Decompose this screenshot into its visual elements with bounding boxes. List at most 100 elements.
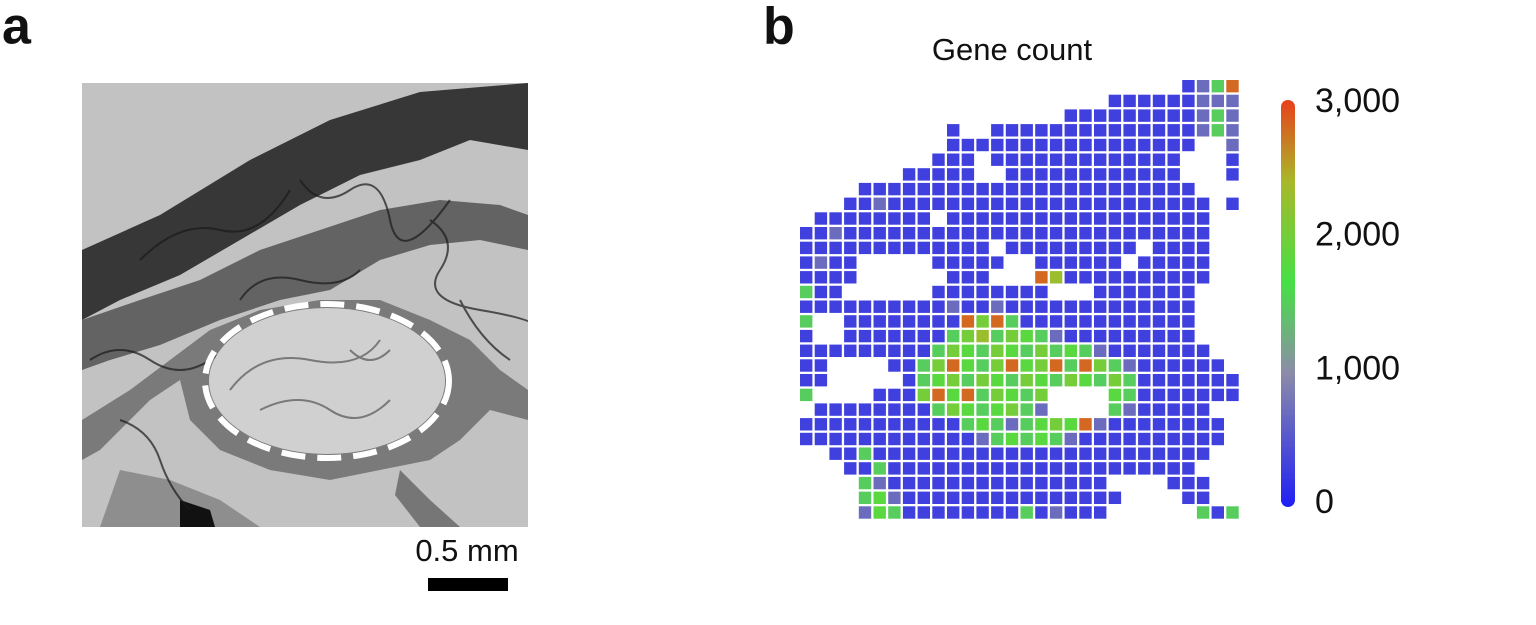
spot [1167,227,1180,240]
spot [917,227,930,240]
spot [800,359,813,372]
spot [961,241,975,255]
spot [1182,256,1195,269]
spot [1094,329,1107,343]
spot [902,182,916,196]
spot [1108,491,1122,504]
spot [844,432,857,446]
spot [932,241,945,255]
spot [888,491,901,504]
spot [917,197,930,210]
spot [1079,109,1092,122]
spot [1182,80,1195,93]
colorbar-tick-label: 2,000 [1315,216,1400,254]
spot [976,491,989,504]
spot [991,197,1004,210]
spot [1108,153,1122,166]
spot [917,182,930,196]
spot [1049,506,1063,519]
spot [1226,124,1239,137]
spot [932,344,945,357]
spot [1167,300,1180,313]
spot [932,227,945,240]
spot [1079,344,1092,357]
spot [1152,432,1166,446]
spot [1020,447,1033,460]
spot [1079,359,1092,372]
spot [1196,256,1210,269]
spot [1167,212,1180,225]
spot [800,344,813,357]
spot [814,359,828,372]
spot [1108,374,1122,387]
spot [1079,124,1092,137]
spot [1123,153,1136,166]
spot [1064,329,1077,343]
spot [858,491,872,504]
spot [932,359,945,372]
spot [932,506,945,519]
spot [1152,462,1166,475]
spot [1123,94,1136,108]
spot [902,197,916,210]
spot [829,285,842,299]
spot [1152,212,1166,225]
spot [829,432,842,446]
spot [976,182,989,196]
spot [1094,344,1107,357]
spot [976,344,989,357]
spot [1138,197,1151,210]
spot [1049,432,1063,446]
spot [991,138,1004,152]
spot [976,256,989,269]
spot [902,491,916,504]
spot [1196,212,1210,225]
spot [1108,227,1122,240]
spot [873,212,886,225]
spot [1167,138,1180,152]
spot [917,344,930,357]
spot [873,227,886,240]
spot [1005,388,1019,402]
spot [1123,285,1136,299]
spot [1152,197,1166,210]
spot [1094,462,1107,475]
spot [1094,256,1107,269]
spot [917,388,930,402]
spot [1182,109,1195,122]
spot [976,227,989,240]
spot [1064,153,1077,166]
spot [961,285,975,299]
spot [1005,403,1019,416]
spot [1211,359,1224,372]
spot [902,388,916,402]
spot [1226,109,1239,122]
spot [991,315,1004,328]
spot [902,476,916,490]
spot [814,227,828,240]
spot [1196,124,1210,137]
spot [917,418,930,431]
spot [947,300,960,313]
spot [1064,212,1077,225]
spot [932,418,945,431]
spot [873,491,886,504]
spot [902,212,916,225]
spot [873,329,886,343]
spot [1152,374,1166,387]
spot [1049,329,1063,343]
spot [1005,212,1019,225]
spot [858,403,872,416]
spot [932,153,945,166]
spot [917,432,930,446]
spot [902,506,916,519]
spot [800,388,813,402]
spot [1079,138,1092,152]
spot [1094,109,1107,122]
spot [1064,109,1077,122]
spot [1167,388,1180,402]
spot [1167,109,1180,122]
spot [1005,138,1019,152]
spot [976,315,989,328]
spot [1035,197,1048,210]
